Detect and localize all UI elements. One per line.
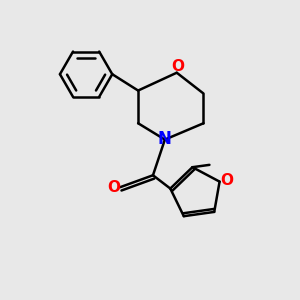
Text: O: O [107,180,120,195]
Text: O: O [172,59,185,74]
Text: O: O [220,172,233,188]
Text: N: N [158,130,172,148]
